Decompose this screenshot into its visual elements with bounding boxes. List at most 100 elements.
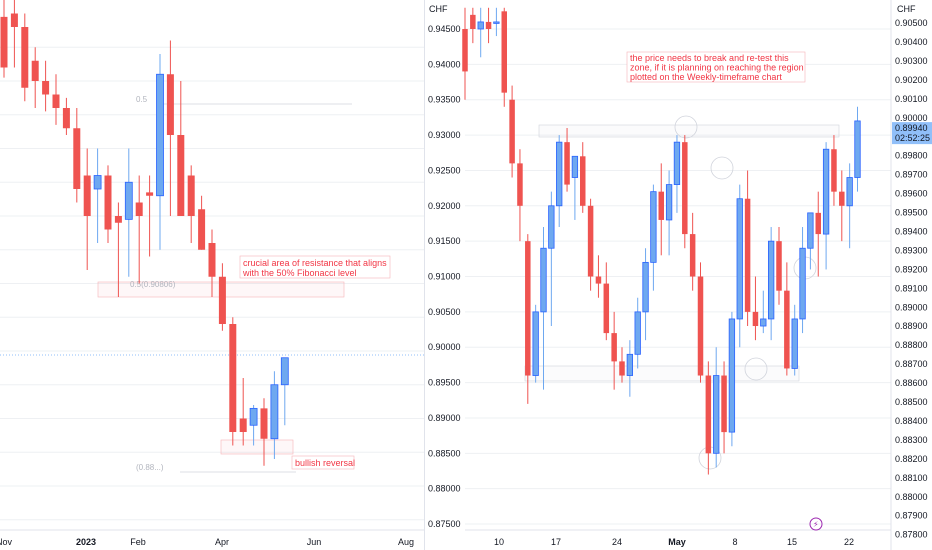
annotation-text: bullish reversal <box>295 458 355 468</box>
y-tick-label: 0.89600 <box>895 189 928 199</box>
y-tick-label: 0.89200 <box>895 264 928 274</box>
x-tick-label: Aug <box>398 537 414 547</box>
y-tick-label: 0.89400 <box>895 226 928 236</box>
daily-candle <box>846 177 853 207</box>
daily-candle <box>556 141 563 207</box>
weekly-candle <box>31 60 39 81</box>
y-tick-label: 0.94000 <box>428 59 461 69</box>
y-tick-label: 0.89300 <box>895 245 928 255</box>
daily-candle <box>822 148 830 235</box>
resistance-zone-box <box>538 124 840 138</box>
weekly-candle <box>187 175 195 216</box>
y-tick-label: 0.88500 <box>428 448 461 458</box>
daily-candle <box>517 163 523 206</box>
currency-label: CHF <box>429 4 448 14</box>
currency-label: CHF <box>897 4 916 14</box>
daily-candle <box>736 198 743 320</box>
daily-candle <box>665 184 673 221</box>
pattern-circle <box>744 357 768 381</box>
y-tick-label: 0.89800 <box>895 151 928 161</box>
y-tick-label: 0.93500 <box>428 95 461 105</box>
daily-candle <box>611 333 617 362</box>
annotation-text: with the 50% Fibonacci level <box>242 268 357 278</box>
y-tick-label: 0.88500 <box>895 397 928 407</box>
y-tick-label: 0.89000 <box>895 302 928 312</box>
annotation-text: the price needs to break and re-test thi… <box>630 53 789 63</box>
daily-candle <box>728 318 736 433</box>
daily-candle <box>548 205 555 249</box>
y-tick-label: 0.91500 <box>428 236 461 246</box>
fib-label: 0.5 <box>136 95 148 104</box>
x-tick-label: 24 <box>612 537 622 547</box>
daily-candle <box>721 375 727 433</box>
weekly-candle <box>146 192 154 196</box>
daily-candle <box>682 142 688 235</box>
daily-candle <box>580 156 586 206</box>
y-tick-label: 0.94500 <box>428 24 461 34</box>
daily-candle <box>767 240 775 320</box>
daily-candle <box>477 21 484 30</box>
y-tick-label: 0.89100 <box>895 283 928 293</box>
y-tick-label: 0.91000 <box>428 272 461 282</box>
x-tick-label: 15 <box>787 537 797 547</box>
reversal-zone-box <box>220 439 294 455</box>
annotation-text: zone, if it is planning on reaching the … <box>630 63 804 73</box>
daily-candle <box>619 361 625 376</box>
weekly-candle <box>166 74 174 135</box>
daily-candle <box>595 276 602 284</box>
daily-candle <box>525 241 531 376</box>
x-tick-label: 17 <box>551 537 561 547</box>
y-tick-label: 0.93000 <box>428 130 461 140</box>
x-tick-label: 22 <box>844 537 854 547</box>
y-tick-label: 0.88800 <box>895 340 928 350</box>
daily-chart-pane[interactable]: CHF 0.94500 0.94000 0.93500 0.93000 0.92500 0.… <box>424 0 932 550</box>
countdown-text: 02:52:25 <box>895 133 930 143</box>
weekly-candlestick-chart[interactable]: 0.5(0.90806) 0.5 (0.88...) crucial area of … <box>0 0 466 550</box>
daily-candle <box>634 311 641 355</box>
pattern-circle <box>674 115 698 139</box>
daily-candle <box>626 353 634 376</box>
daily-candle <box>815 212 821 235</box>
daily-candle <box>791 318 798 369</box>
annotation-box <box>626 51 806 83</box>
x-tick-label: May <box>668 537 686 547</box>
daily-candle <box>713 375 720 454</box>
y-tick-label: 0.88200 <box>895 454 928 464</box>
current-price-badge <box>892 122 932 145</box>
weekly-candle <box>260 408 268 439</box>
fib-label: (0.88...) <box>136 463 164 472</box>
weekly-candle <box>198 209 206 250</box>
daily-candle <box>462 29 468 72</box>
x-tick-label: Jun <box>307 537 322 547</box>
y-tick-label: 0.88300 <box>895 435 928 445</box>
weekly-candle <box>239 418 247 432</box>
y-tick-label: 0.87900 <box>895 511 928 521</box>
weekly-candle <box>280 357 289 386</box>
daily-candle <box>571 155 579 178</box>
weekly-candle <box>62 108 70 129</box>
daily-candle <box>807 212 814 249</box>
y-tick-label: 0.87800 <box>895 530 928 540</box>
y-tick-label: 0.89000 <box>428 413 461 423</box>
daily-candle <box>705 375 712 454</box>
lightning-glyph: ⚡ <box>813 520 819 529</box>
y-tick-label: 0.88100 <box>895 473 928 483</box>
x-tick-label: Nov <box>0 537 12 547</box>
weekly-candle <box>10 13 18 27</box>
daily-candle <box>854 120 861 178</box>
x-tick-label: Apr <box>215 537 229 547</box>
y-tick-label: 0.92500 <box>428 165 461 175</box>
support-zone-box <box>524 365 800 382</box>
weekly-chart-pane[interactable]: 0.5(0.90806) 0.5 (0.88...) crucial area of … <box>0 0 466 550</box>
x-tick-label: 2023 <box>76 537 96 547</box>
daily-candle <box>839 191 845 206</box>
weekly-candle <box>218 276 226 324</box>
y-tick-label: 0.90400 <box>895 37 928 47</box>
daily-candle <box>501 11 507 93</box>
daily-candlestick-chart[interactable]: CHF 0.94500 0.94000 0.93500 0.93000 0.92500 0.… <box>425 0 932 550</box>
x-tick-label: 8 <box>732 537 737 547</box>
daily-candle <box>658 191 664 220</box>
weekly-candle <box>73 128 81 189</box>
daily-candle <box>470 14 476 29</box>
weekly-candle <box>52 94 60 108</box>
